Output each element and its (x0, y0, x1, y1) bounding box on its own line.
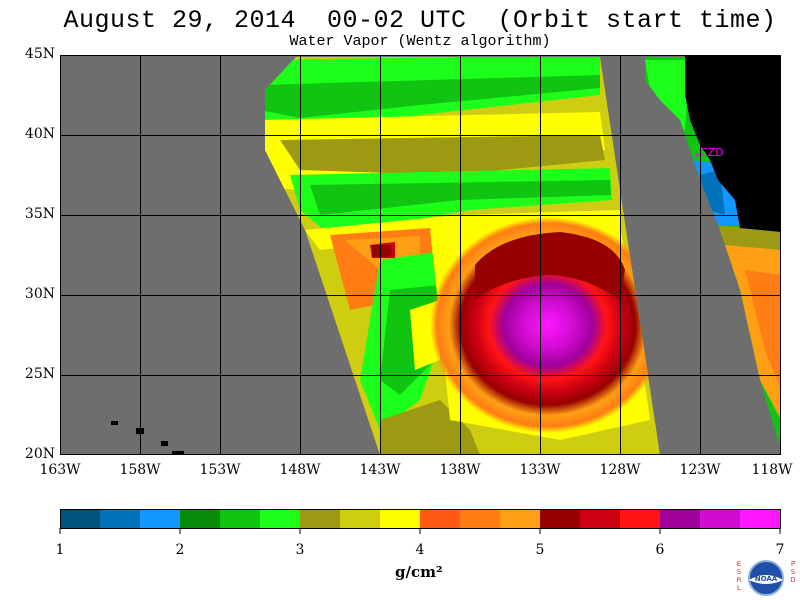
colorbar-segment (460, 509, 501, 528)
colorbar (59, 509, 781, 534)
longitude-label: 128W (599, 462, 641, 478)
colorbar-segment (220, 509, 261, 528)
colorbar-segment (180, 509, 221, 528)
graticule (60, 55, 780, 455)
longitude-label: 133W (519, 462, 561, 478)
colorbar-segment (60, 509, 101, 528)
chart-subtitle: Water Vapor (Wentz algorithm) (289, 33, 551, 50)
longitude-label: 163W (39, 462, 81, 478)
colorbar-tick-label: 2 (175, 542, 185, 558)
colorbar-segment (300, 509, 341, 528)
longitude-label: 153W (199, 462, 241, 478)
colorbar-segment (380, 509, 421, 528)
latitude-label: 25N (24, 366, 55, 382)
colorbar-segment (260, 509, 301, 528)
colorbar-segment (700, 509, 741, 528)
station-dot (695, 153, 699, 157)
latitude-label: 20N (24, 446, 55, 462)
colorbar-tick-label: 3 (295, 542, 305, 558)
colorbar-segment (140, 509, 181, 528)
colorbar-segment (420, 509, 461, 528)
colorbar-segment (660, 509, 701, 528)
colorbar-segment (740, 509, 781, 528)
longitude-label: 148W (279, 462, 321, 478)
colorbar-tick-label: 1 (55, 542, 65, 558)
colorbar-segment (620, 509, 661, 528)
longitude-label: 118W (751, 462, 793, 478)
latitude-label: 45N (24, 46, 55, 62)
latitude-label: 30N (24, 286, 55, 302)
north-america-land (685, 55, 781, 232)
colorbar-tick-label: 6 (655, 542, 665, 558)
longitude-label: 158W (119, 462, 161, 478)
colorbar-segment (540, 509, 581, 528)
latitude-label: 40N (24, 126, 55, 142)
station-label: CZD (700, 146, 724, 159)
station-marker: CZD (695, 146, 724, 159)
colorbar-units: g/cm² (395, 563, 443, 581)
logo-center-text: NOAA (755, 575, 778, 583)
logo-bird (749, 575, 783, 584)
colorbar-tick-label: 4 (415, 542, 425, 558)
chart-title: August 29, 2014 00-02 UTC (Orbit start t… (63, 6, 777, 35)
longitude-label: 138W (439, 462, 481, 478)
colorbar-tick-label: 7 (775, 542, 785, 558)
latitude-label: 35N (24, 206, 55, 222)
longitude-label: 143W (359, 462, 401, 478)
colorbar-segment (340, 509, 381, 528)
colorbar-segment (580, 509, 621, 528)
colorbar-segment (100, 509, 141, 528)
colorbar-tick-label: 5 (535, 542, 545, 558)
map-frame (60, 55, 781, 455)
longitude-label: 123W (679, 462, 721, 478)
colorbar-segment (500, 509, 541, 528)
